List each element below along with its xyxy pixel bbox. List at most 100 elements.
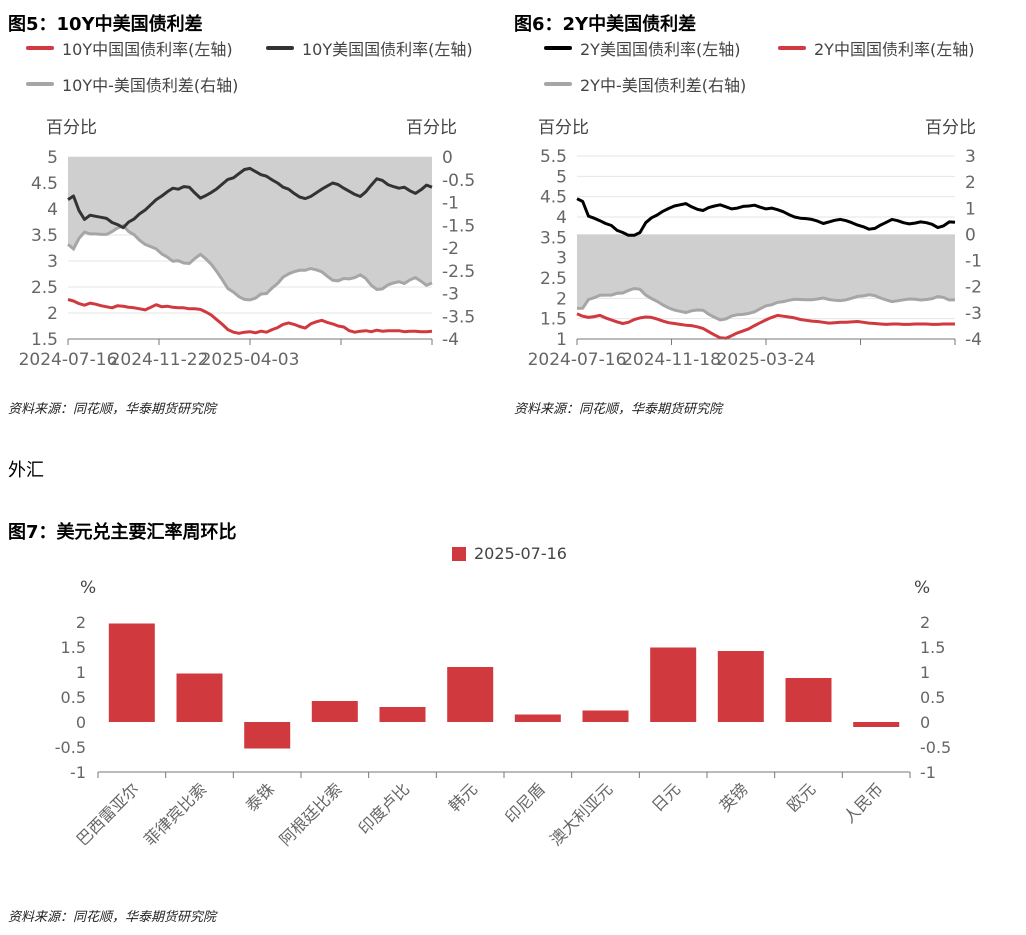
- fig5-legend-swatch-3: [26, 82, 54, 86]
- fig6-right-tick-label: 2: [965, 173, 976, 193]
- fig6-left-unit: 百分比: [538, 118, 589, 138]
- fig5-legend-label-3: 10Y中-美国债利差(右轴): [62, 76, 239, 95]
- fig7-left-tick-label: 0.5: [61, 688, 86, 707]
- fig5-right-tick-label: -2.5: [442, 262, 475, 282]
- fig5-left-tick-label: 3.5: [31, 226, 58, 246]
- fig5-left-tick-label: 4.5: [31, 174, 58, 194]
- fig6-legend-swatch-3: [544, 82, 572, 86]
- fig7-bar-6: [447, 667, 494, 722]
- fig5-legend-swatch-2: [266, 46, 294, 50]
- fig6-x-tick-label: 2024-11-18: [622, 350, 721, 370]
- fig5-legend-item-3: 10Y中-美国债利差(右轴): [26, 72, 238, 96]
- fig7-left-tick-label: -1: [70, 763, 86, 782]
- fig7-source: 资料来源：同花顺，华泰期货研究院: [8, 910, 217, 925]
- fig6-left-tick-label: 4: [556, 208, 567, 228]
- fig6-right-tick-label: -3: [965, 304, 982, 324]
- fig6-legend-item-3: 2Y中-美国债利差(右轴): [544, 72, 746, 96]
- fig5-right-tick-label: -0.5: [442, 171, 475, 191]
- fig5-x-tick-label: 2024-07-16: [19, 350, 118, 370]
- fig6-left-tick-label: 4.5: [540, 188, 567, 208]
- fig7-left-tick-label: 1: [76, 663, 86, 682]
- fig5-legend-label-2: 10Y美国国债利率(左轴): [302, 40, 473, 59]
- fig5-series-3-line: [67, 223, 433, 302]
- fig7-bar-9: [650, 647, 697, 722]
- fig7-category-label: 阿根廷比索: [276, 779, 346, 849]
- fig6-series-3-line: [576, 286, 956, 322]
- fig6-title: 图6：2Y中美国债利差: [514, 14, 697, 35]
- fig5-legend-swatch-1: [26, 46, 54, 50]
- fig6-right-tick-label: 1: [965, 199, 976, 219]
- fig5-right-tick-label: 0: [442, 148, 453, 168]
- fig6-legend-label-2: 2Y中国国债利率(左轴): [814, 40, 975, 59]
- fig7-category-label: 印尼盾: [501, 779, 548, 826]
- fig6-legend-swatch-2: [778, 46, 806, 50]
- fig7-category-label: 巴西雷亚尔: [73, 779, 143, 849]
- fig5-left-tick-label: 3: [47, 252, 58, 272]
- fig6-x-tick-label: 2025-03-24: [717, 350, 816, 370]
- fig6-left-tick-label: 3.5: [540, 228, 567, 248]
- fig7-right-tick-label: -1: [920, 763, 936, 782]
- fig7-category-label: 菲律宾比索: [140, 779, 210, 849]
- fig7-legend-item: 2025-07-16: [452, 544, 567, 563]
- fig7-chart: -1 -0.5 0 0.5 1 1.5 2 -1 -0.5 0 0.5 1 1.5 2 巴西雷亚尔菲律宾比索…: [55, 613, 951, 849]
- fig6-legend-item-2: 2Y中国国债利率(左轴): [778, 36, 974, 60]
- fig5-right-unit: 百分比: [406, 118, 457, 138]
- fig7-right-tick-label: 0.5: [920, 688, 945, 707]
- fig7-left-tick-label: -0.5: [55, 738, 86, 757]
- fig5-series-1-line: [67, 298, 433, 335]
- fig6-source: 资料来源：同花顺，华泰期货研究院: [514, 402, 723, 417]
- fig7-category-label: 欧元: [783, 779, 819, 815]
- fig5-left-unit: 百分比: [46, 118, 97, 138]
- fig6-right-tick-label: -1: [965, 252, 982, 272]
- fig5-right-tick-label: -1: [442, 194, 459, 214]
- fig5-legend-label-1: 10Y中国国债利率(左轴): [62, 40, 233, 59]
- fig6-left-tick-label: 3: [556, 249, 567, 269]
- fig7-right-tick-label: 0: [920, 713, 930, 732]
- fig7-title: 图7：美元兑主要汇率周环比: [8, 522, 237, 543]
- fig7-category-label: 日元: [648, 779, 684, 815]
- fig7-category-label: 人民币: [840, 779, 887, 826]
- fig7-left-unit: %: [80, 578, 97, 598]
- fig7-bar-4: [311, 701, 358, 722]
- fig7-right-tick-label: -0.5: [920, 738, 951, 757]
- fig7-bar-2: [176, 673, 223, 722]
- fig5-right-tick-label: -2: [442, 239, 459, 259]
- fig6-left-tick-label: 2.5: [540, 269, 567, 289]
- fig7-bar-1: [108, 623, 155, 722]
- fig6-right-tick-label: -4: [965, 330, 982, 350]
- fig6-left-tick-label: 5: [556, 167, 567, 187]
- fig7-right-tick-label: 2: [920, 613, 930, 632]
- fig5-area-fill: [68, 157, 432, 300]
- fig7-legend-label: 2025-07-16: [474, 544, 567, 563]
- fig7-bar-8: [582, 710, 629, 722]
- fig5-left-tick-label: 2: [47, 304, 58, 324]
- fig5-right-tick-label: -3.5: [442, 307, 475, 327]
- fig7-right-tick-label: 1.5: [920, 638, 945, 657]
- fig5-right-tick-label: -1.5: [442, 216, 475, 236]
- fig6-left-tick-label: 5.5: [540, 147, 567, 167]
- fig6-right-tick-label: 0: [965, 225, 976, 245]
- fig5-series-2-line: [67, 166, 433, 230]
- fig6-series-2-line: [576, 312, 955, 340]
- fig7-category-label: 英镑: [716, 779, 752, 815]
- fig7-bar-3: [244, 722, 291, 749]
- fig6-legend-item-1: 2Y美国国债利率(左轴): [544, 36, 740, 60]
- fig7-right-unit: %: [914, 578, 931, 598]
- fig5-left-tick-label: 5: [47, 148, 58, 168]
- fig7-left-tick-label: 0: [76, 713, 86, 732]
- fig7-right-tick-label: 1: [920, 663, 930, 682]
- fig7-bar-7: [514, 714, 561, 722]
- fig6-right-tick-label: 3: [965, 147, 976, 167]
- fig5-x-tick-label: 2024-11-22: [110, 350, 209, 370]
- fig5-right-tick-label: -4: [442, 330, 459, 350]
- fig5-left-tick-label: 4: [47, 200, 58, 220]
- fig7-left-tick-label: 2: [76, 613, 86, 632]
- fig6-right-tick-label: -2: [965, 278, 982, 298]
- fig7-left-tick-label: 1.5: [61, 638, 86, 657]
- fig5-left-tick-label: 2.5: [31, 278, 58, 298]
- fig5-legend-item-1: 10Y中国国债利率(左轴): [26, 36, 233, 60]
- fig6-left-tick-label: 1.5: [540, 310, 567, 330]
- fig6-legend-label-1: 2Y美国国债利率(左轴): [580, 40, 741, 59]
- fig6-x-tick-label: 2024-07-16: [528, 350, 627, 370]
